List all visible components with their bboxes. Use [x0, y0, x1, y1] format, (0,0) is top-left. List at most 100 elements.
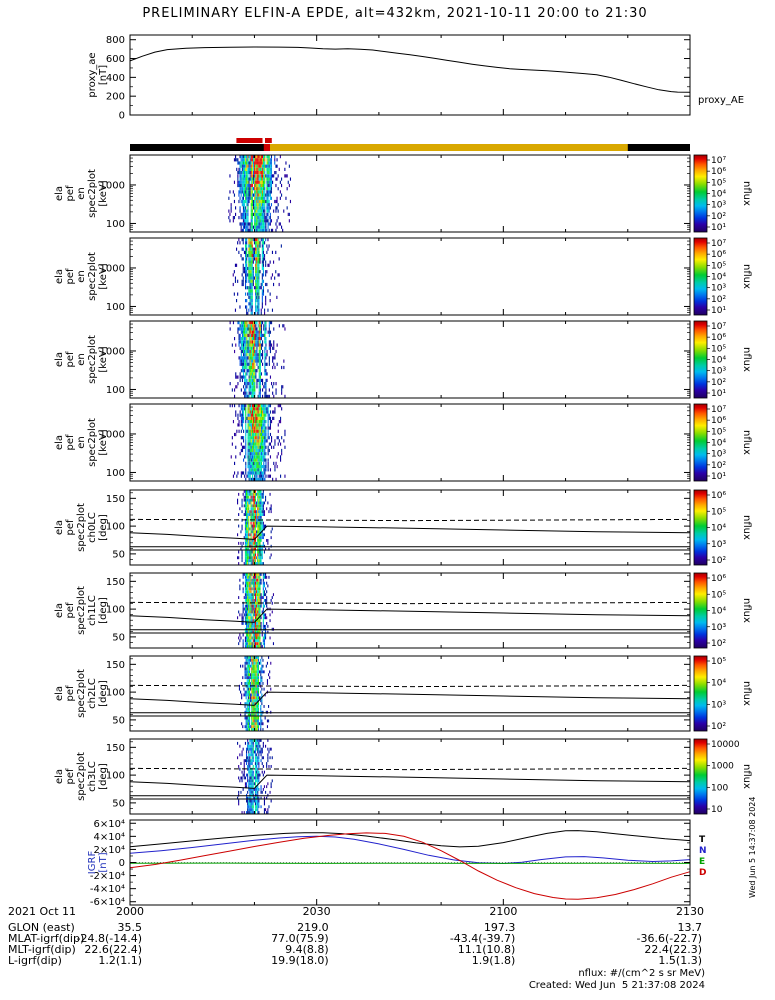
footer-row-label: MLT-igrf(dip) [8, 943, 76, 956]
proxy_ae-frame [129, 34, 691, 116]
colorbar-tick-label: 10⁷ [711, 156, 726, 166]
colorbar-tick-label: 10² [711, 378, 726, 388]
colorbar-tick-label: 10⁶ [711, 333, 726, 343]
y-tick-label: 1000 [100, 180, 125, 191]
y-tick-label: 150 [106, 494, 125, 505]
y-tick-label: 100 [106, 468, 125, 479]
colorbar-tick-label: 10⁴ [711, 356, 726, 366]
footer-value: -24.8(-14.4) [76, 932, 142, 945]
legend-D: D [699, 868, 706, 878]
colorbar-tick-label: 10⁵ [711, 344, 726, 354]
x-tick-label: 2000 [116, 905, 144, 918]
y-tick-label: 200 [106, 92, 125, 103]
colorbar-tick-label: 10⁵ [711, 590, 726, 600]
panel-y-label: [keV] [98, 429, 109, 455]
panel-y-label: spec2plot [76, 752, 87, 801]
panel-y-label: ela [54, 352, 65, 367]
panel-y-label: ela [54, 686, 65, 701]
solid-guide-line [129, 781, 255, 789]
en_spec_3-frame [129, 320, 691, 399]
panel-y-label: en [76, 187, 87, 200]
dashed-guide-line [129, 601, 691, 605]
colorbar-tick-label: 10⁴ [711, 679, 726, 689]
colorbar-tick-label: 10⁴ [711, 439, 726, 449]
panel-y-label: pef [65, 434, 76, 451]
en_spec_4-frame [129, 403, 691, 482]
solid-guide-line [129, 615, 255, 623]
panel-y-label: en [76, 436, 87, 449]
y-tick-label: 6×10⁴ [94, 819, 125, 830]
panel-y-label: spec2plot [87, 418, 98, 467]
panel-y-label: [keV] [98, 180, 109, 206]
lc_spec_1: 50 100 150 ela pef spec2plot ch1LC [deg] 10⁶ 10⁵ 1… [54, 572, 752, 649]
y-tick-label: -6×10⁴ [90, 897, 125, 908]
colorbar-tick-label: 10⁷ [711, 322, 726, 332]
y-tick-label: -2×10⁴ [90, 871, 125, 882]
colorbar-tick-label: 10 [711, 805, 723, 815]
colorbar-tick-label: 10² [711, 556, 726, 566]
y-tick-label: 400 [106, 73, 125, 84]
lc_spec_3-frame [129, 738, 691, 815]
panel-y-label: ch0LC [87, 512, 98, 543]
y-tick-label: 800 [106, 35, 125, 46]
colorbar-tick-label: 10¹ [711, 223, 726, 233]
proxy_ae: 0 200 400 600 800 proxy_ae [nT] proxy_AE [87, 34, 744, 122]
y-tick-label: 100 [106, 219, 125, 230]
x-tick-label: 2100 [489, 905, 518, 918]
series-N [129, 835, 691, 865]
colorbar-title: nflux [741, 598, 752, 623]
colorbar-tick-label: 10³ [711, 284, 726, 294]
y-tick-label: 0 [119, 858, 125, 869]
colorbar-tick-label: 10⁴ [711, 607, 726, 617]
y-tick-label: 150 [106, 660, 125, 671]
colorbar-title: nflux [741, 264, 752, 289]
colorbar-tick-label: 10⁷ [711, 405, 726, 415]
footer-value: 1.9(1.8) [471, 954, 516, 967]
colorbar-tick-label: 10³ [711, 450, 726, 460]
en_spec_1-colorbar [693, 154, 708, 233]
panel-y-label: spec2plot [87, 169, 98, 218]
panel-y-label: [keV] [98, 346, 109, 372]
lc_spec_3: 50 100 150 ela pef spec2plot ch3LC [deg] 10000 10… [54, 738, 752, 815]
panel-y-label: ela [54, 186, 65, 201]
panel-y-label: en [76, 353, 87, 366]
orbit-bar-segment [270, 144, 628, 151]
colorbar-tick-label: 10⁵ [711, 427, 726, 437]
panel-y-label: spec2plot [87, 335, 98, 384]
footer-value: 219.0 [297, 921, 329, 934]
panel-y-label: en [76, 270, 87, 283]
y-tick-label: 150 [106, 743, 125, 754]
series-T [129, 830, 691, 848]
footer-value: 1.5(1.3) [658, 954, 702, 967]
orbit-bar-segment [263, 144, 270, 151]
y-tick-label: 2×10⁴ [94, 845, 125, 856]
panel-y-label: spec2plot [76, 586, 87, 635]
y-tick-label: 100 [106, 522, 125, 533]
y-tick-label: 1000 [100, 346, 125, 357]
colorbar-tick-label: 10000 [711, 740, 740, 750]
colorbar-tick-label: 10² [711, 212, 726, 222]
panel-right-label: proxy_AE [698, 95, 744, 106]
colorbar-tick-label: 10⁶ [711, 491, 726, 501]
panel-y-label: spec2plot [76, 669, 87, 718]
colorbar-tick-label: 10² [711, 639, 726, 649]
y-tick-label: 100 [106, 771, 125, 782]
colorbar-title: nflux [741, 347, 752, 372]
panel-y-label: [nT] [98, 65, 109, 85]
dashed-guide-line [129, 684, 691, 688]
panel-y-label: ch1LC [87, 595, 98, 626]
orbit-bar-mark [265, 138, 272, 143]
panel-y-label: ela [54, 769, 65, 784]
colorbar-tick-label: 100 [711, 783, 728, 793]
colorbar-tick-label: 10³ [711, 700, 726, 710]
y-tick-label: 100 [106, 302, 125, 313]
footer-value: 35.5 [117, 921, 143, 934]
colorbar-tick-label: 10⁶ [711, 574, 726, 584]
side-timestamp: Wed Jun 5 14:37:08 2024 [748, 796, 757, 899]
panel-y-label: ela [54, 269, 65, 284]
y-tick-label: 50 [112, 798, 125, 809]
